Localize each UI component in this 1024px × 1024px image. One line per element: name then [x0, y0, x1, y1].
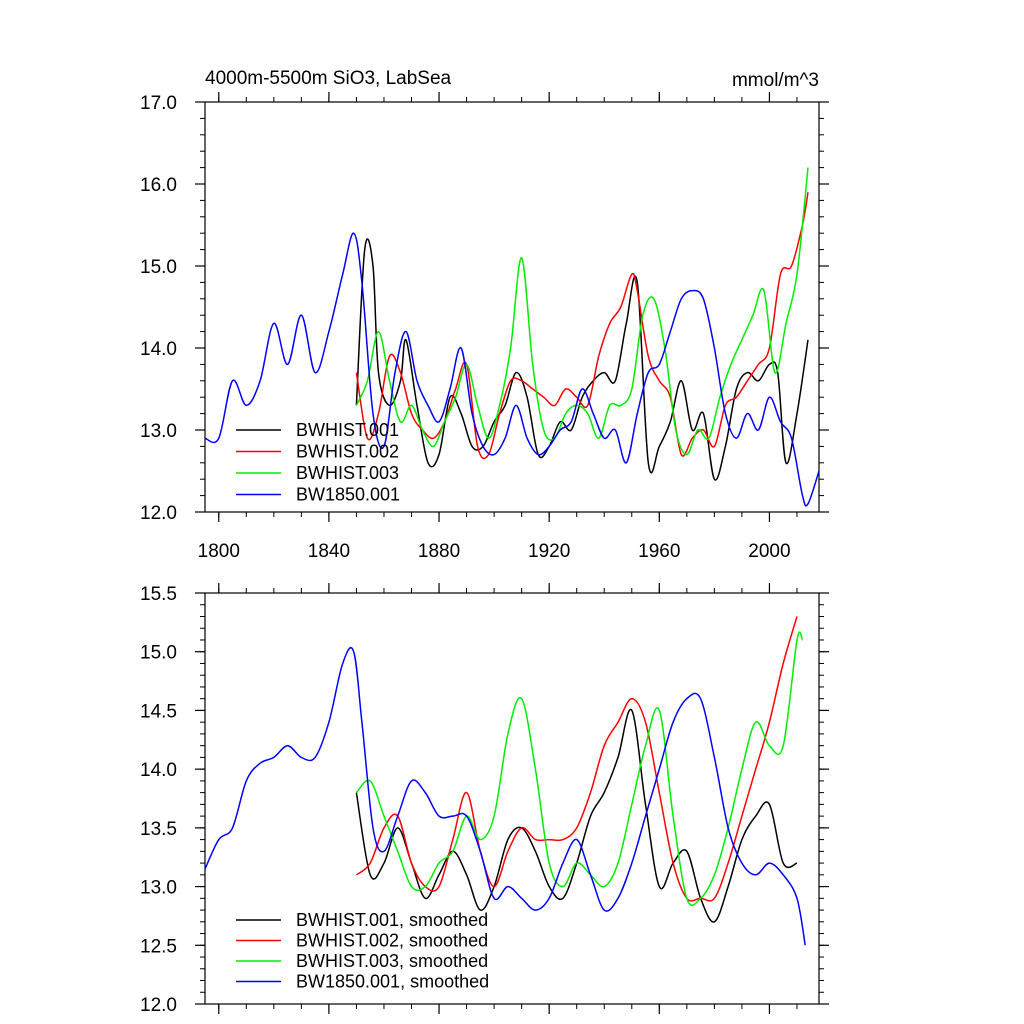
- y-tick-label: 12.5: [140, 936, 177, 957]
- legend-label: BWHIST.002: [296, 442, 399, 462]
- series-line: [355, 631, 804, 907]
- plot-frame: [204, 101, 820, 513]
- bottom-panel: 12.0 12.5 13.0 13.5 14.0 14.5 15.0 15.5 BWHIST.0…: [140, 583, 829, 1016]
- x-tick-label: 1960: [638, 541, 680, 562]
- y-tick-label: 12.0: [140, 503, 177, 524]
- legend-label: BW1850.001, smoothed: [296, 972, 489, 992]
- units-label: mmol/m^3: [732, 70, 819, 91]
- x-tick-label: 2000: [748, 541, 790, 562]
- series-line: [355, 238, 809, 481]
- series-line: [355, 708, 798, 923]
- series-line: [204, 232, 820, 507]
- y-tick-label: 15.0: [140, 257, 177, 278]
- legend-label: BWHIST.003: [296, 463, 399, 483]
- plot-frame: [204, 592, 820, 1005]
- series-line: [355, 192, 809, 460]
- legend-label: BWHIST.001, smoothed: [296, 910, 488, 930]
- x-tick-label: 1880: [418, 541, 460, 562]
- y-tick-label: 14.5: [140, 701, 177, 722]
- y-tick-label: 17.0: [140, 93, 177, 114]
- y-tick-label: 14.0: [140, 339, 177, 360]
- y-tick-label: 15.5: [140, 584, 177, 605]
- y-tick-label: 16.0: [140, 175, 177, 196]
- top-panel: 4000m-5500m SiO3, LabSea mmol/m^3 12.0 13…: [140, 68, 829, 562]
- legend-label: BWHIST.003, smoothed: [296, 951, 488, 971]
- y-tick-label: 13.0: [140, 421, 177, 442]
- legend-label: BWHIST.001: [296, 420, 399, 440]
- y-tick-label: 14.0: [140, 760, 177, 781]
- series-line: [204, 647, 806, 946]
- series-line: [355, 167, 809, 456]
- y-tick-label: 13.0: [140, 878, 177, 899]
- x-tick-label: 1800: [198, 541, 240, 562]
- y-tick-label: 13.5: [140, 819, 177, 840]
- y-tick-label: 12.0: [140, 995, 177, 1016]
- legend-label: BW1850.001: [296, 485, 400, 505]
- legend-label: BWHIST.002, smoothed: [296, 931, 488, 951]
- x-tick-label: 1920: [528, 541, 570, 562]
- x-tick-label: 1840: [308, 541, 350, 562]
- y-tick-label: 15.0: [140, 643, 177, 664]
- series-line: [355, 616, 798, 902]
- chart-title: 4000m-5500m SiO3, LabSea: [205, 68, 452, 89]
